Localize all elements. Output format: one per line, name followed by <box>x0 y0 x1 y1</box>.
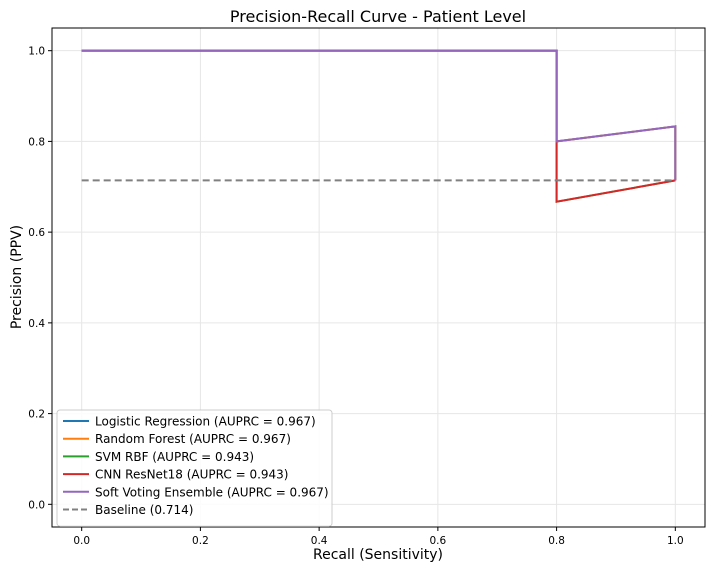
legend: Logistic Regression (AUPRC = 0.967) Rando… <box>56 409 333 527</box>
series-line-random-forest <box>81 49 677 181</box>
y-axis-label: Precision (PPV) <box>9 225 25 329</box>
legend-entry: Soft Voting Ensemble (AUPRC = 0.967) <box>95 485 329 499</box>
legend-entry: SVM RBF (AUPRC = 0.943) <box>95 450 254 464</box>
chart-title: Precision-Recall Curve - Patient Level <box>230 7 526 26</box>
legend-entry: Logistic Regression (AUPRC = 0.967) <box>95 415 316 429</box>
series-line-svm-rbf <box>81 49 676 203</box>
x-tick-label: 0.2 <box>192 535 209 547</box>
x-tick-label: 1.0 <box>667 535 684 547</box>
y-tick-label: 0.6 <box>28 227 45 239</box>
legend-entry: CNN ResNet18 (AUPRC = 0.943) <box>95 468 288 482</box>
x-tick-label: 0.8 <box>548 535 565 547</box>
y-tick-label: 0.2 <box>28 409 45 421</box>
x-axis-label: Recall (Sensitivity) <box>313 547 443 563</box>
plot-frame <box>51 27 706 528</box>
series-layer <box>81 49 677 203</box>
x-axis-ticks: 0.0 0.2 0.4 0.6 0.8 1.0 <box>73 527 684 547</box>
series-line-soft-voting-ensemble <box>81 49 677 181</box>
y-tick-label: 1.0 <box>28 46 45 58</box>
y-tick-label: 0.4 <box>28 318 45 330</box>
y-axis-ticks: 0.0 0.2 0.4 0.6 0.8 1.0 <box>28 46 52 511</box>
x-tick-label: 0.0 <box>73 535 90 547</box>
legend-entry: Random Forest (AUPRC = 0.967) <box>95 432 291 446</box>
series-line-logistic-regression <box>81 49 677 181</box>
x-tick-label: 0.6 <box>430 535 447 547</box>
y-tick-label: 0.8 <box>28 136 45 148</box>
legend-entry: Baseline (0.714) <box>95 503 193 517</box>
x-tick-label: 0.4 <box>311 535 328 547</box>
legend-box <box>56 409 333 527</box>
series-line-cnn-resnet18 <box>81 49 676 203</box>
y-tick-label: 0.0 <box>28 499 45 511</box>
